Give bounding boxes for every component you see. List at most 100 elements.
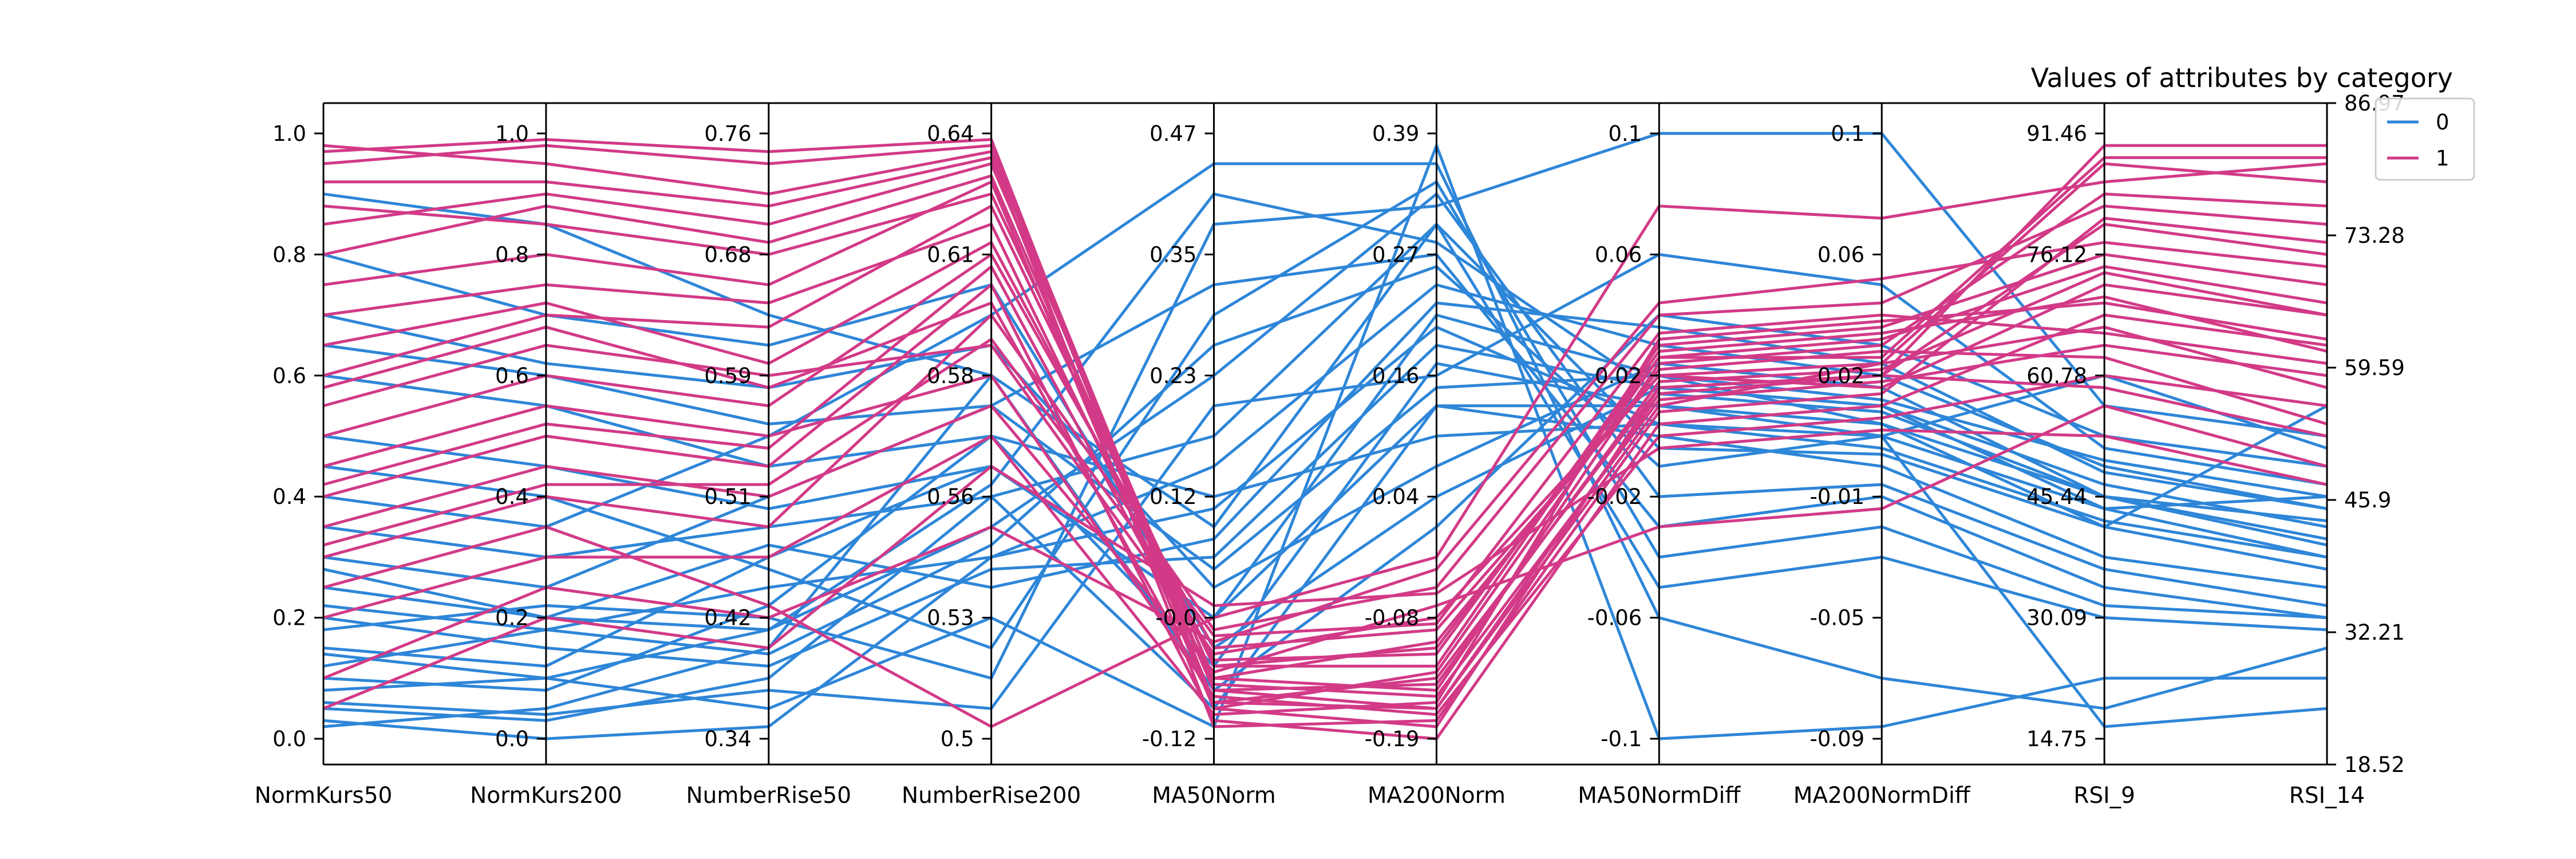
tick-label: -0.09 bbox=[1809, 727, 1864, 751]
axis-NormKurs200: NormKurs200 bbox=[470, 103, 622, 809]
series-1-line-11 bbox=[323, 325, 2328, 656]
axis-MA50NormDiff: MA50NormDiff bbox=[1578, 103, 1741, 809]
axis-MA200Norm: MA200Norm bbox=[1368, 103, 1506, 809]
series-1-line-22 bbox=[323, 428, 2328, 710]
series-1-line-20 bbox=[323, 301, 2328, 710]
tick-label: 60.78 bbox=[2026, 364, 2087, 388]
tick-label: 0.56 bbox=[927, 484, 974, 509]
series-0-line-19 bbox=[323, 404, 2328, 620]
tick-label: 1.0 bbox=[272, 121, 306, 146]
axis-NumberRise50: NumberRise50 bbox=[686, 103, 851, 809]
axis-ticks-MA200Norm: -0.19 -0.08 0.04 0.16 0.27 0.39 bbox=[1365, 121, 1437, 751]
axis-ticks-NumberRise50: 0.34 0.42 0.51 0.59 0.68 0.76 bbox=[704, 121, 769, 751]
axis-label: MA50NormDiff bbox=[1578, 783, 1741, 809]
tick-label: 0.02 bbox=[1818, 364, 1864, 388]
axis-label: MA50Norm bbox=[1152, 783, 1275, 809]
series-1-line-1 bbox=[323, 162, 2328, 692]
series-1-line-17 bbox=[323, 174, 2328, 692]
axis-RSI_14: RSI_14 bbox=[2289, 103, 2365, 809]
tick-label: -0.08 bbox=[1365, 606, 1420, 631]
axis-label: MA200NormDiff bbox=[1793, 783, 1971, 809]
series-0-line-23 bbox=[323, 192, 2328, 680]
tick-label: 14.75 bbox=[2026, 727, 2087, 751]
tick-label: 0.0 bbox=[272, 727, 306, 751]
axis-MA200NormDiff: MA200NormDiff bbox=[1793, 103, 1971, 809]
tick-label: 0.16 bbox=[1372, 364, 1419, 388]
series-0-line-11 bbox=[323, 313, 2328, 589]
tick-label: 0.58 bbox=[927, 364, 974, 388]
tick-label: 0.0 bbox=[495, 727, 529, 751]
series-0-line-14 bbox=[323, 223, 2328, 632]
tick-label: -0.19 bbox=[1365, 727, 1420, 751]
axis-label: NormKurs50 bbox=[255, 783, 393, 809]
legend-label: 0 bbox=[2436, 110, 2449, 135]
tick-label: 0.1 bbox=[1608, 121, 1642, 146]
axis-ticks-MA50NormDiff: -0.1 -0.06 -0.02 0.02 0.06 0.1 bbox=[1587, 121, 1660, 751]
tick-label: -0.0 bbox=[1155, 606, 1196, 631]
tick-label: 91.46 bbox=[2026, 121, 2087, 146]
chart-title: Values of attributes by category bbox=[2031, 62, 2453, 93]
tick-label: 0.1 bbox=[1831, 121, 1864, 146]
series-1-line-2 bbox=[323, 180, 2328, 728]
tick-label: 0.6 bbox=[272, 364, 306, 388]
series-0-line-4 bbox=[323, 192, 2328, 632]
axis-label: RSI_14 bbox=[2289, 783, 2365, 809]
axis-ticks-NormKurs200: 0.0 0.2 0.4 0.6 0.8 1.0 bbox=[495, 121, 546, 751]
tick-label: 45.9 bbox=[2344, 488, 2391, 513]
tick-label: 0.59 bbox=[704, 364, 751, 388]
tick-label: 0.68 bbox=[704, 242, 751, 267]
tick-label: 0.5 bbox=[941, 727, 974, 751]
series-1-line-3 bbox=[323, 204, 2328, 668]
tick-label: 0.06 bbox=[1595, 242, 1642, 267]
series-0-line-9 bbox=[323, 344, 2328, 668]
series-0-line-20 bbox=[323, 265, 2328, 656]
tick-label: 0.35 bbox=[1149, 242, 1196, 267]
series-0-line-3 bbox=[323, 223, 2328, 728]
tick-label: 0.4 bbox=[495, 484, 529, 509]
axis-NormKurs50: NormKurs50 bbox=[255, 103, 393, 809]
series-lines bbox=[323, 132, 2328, 740]
tick-label: -0.12 bbox=[1142, 727, 1197, 751]
tick-label: 0.64 bbox=[927, 121, 974, 146]
legend-label: 1 bbox=[2436, 146, 2449, 171]
series-0-line-7 bbox=[323, 144, 2327, 740]
tick-label: -0.1 bbox=[1601, 727, 1642, 751]
series-0-line-18 bbox=[323, 301, 2328, 620]
tick-label: -0.06 bbox=[1587, 606, 1642, 631]
tick-label: 0.2 bbox=[495, 606, 529, 631]
series-0-line-8 bbox=[323, 283, 2328, 668]
series-1-line-5 bbox=[323, 283, 2328, 740]
axis-NumberRise200: NumberRise200 bbox=[902, 103, 1081, 809]
series-0-line-17 bbox=[323, 253, 2328, 716]
axis-ticks-RSI_9: 14.75 30.09 45.44 60.78 76.12 91.46 bbox=[2026, 121, 2105, 751]
axes: NormKurs50 NormKurs200 NumberRise50 NumberR… bbox=[255, 91, 2405, 809]
series-0-line-0 bbox=[323, 404, 2328, 722]
legend-item-1: 1 bbox=[2387, 146, 2449, 171]
axis-MA50Norm: MA50Norm bbox=[1152, 103, 1276, 809]
axis-RSI_9: RSI_9 bbox=[2073, 103, 2135, 809]
tick-label: 0.04 bbox=[1372, 484, 1419, 509]
legend-item-0: 0 bbox=[2387, 110, 2449, 135]
series-0-line-15 bbox=[323, 180, 2328, 649]
series-1-line-15 bbox=[323, 241, 2328, 680]
tick-label: 0.02 bbox=[1595, 364, 1642, 388]
series-1-line-19 bbox=[323, 265, 2328, 680]
axis-ticks-MA50Norm: -0.12 -0.0 0.12 0.23 0.35 0.47 bbox=[1142, 121, 1214, 751]
tick-label: 30.09 bbox=[2026, 606, 2087, 631]
tick-label: 0.23 bbox=[1149, 364, 1196, 388]
series-1-line-7 bbox=[323, 162, 2328, 728]
tick-label: 0.8 bbox=[495, 242, 529, 267]
axis-label: NumberRise200 bbox=[902, 783, 1081, 809]
tick-label: 0.27 bbox=[1372, 242, 1419, 267]
tick-label: -0.02 bbox=[1587, 484, 1642, 509]
tick-label: 73.28 bbox=[2344, 223, 2405, 248]
tick-label: 45.44 bbox=[2026, 484, 2087, 509]
axis-ticks-NumberRise200: 0.5 0.53 0.56 0.58 0.61 0.64 bbox=[927, 121, 991, 751]
tick-label: -0.01 bbox=[1809, 484, 1864, 509]
tick-label: 0.2 bbox=[272, 606, 306, 631]
tick-label: 0.12 bbox=[1149, 484, 1196, 509]
series-0-line-22 bbox=[323, 344, 2328, 571]
left-axis-ticks: 0.0 0.2 0.4 0.6 0.8 1.0 bbox=[272, 121, 323, 751]
